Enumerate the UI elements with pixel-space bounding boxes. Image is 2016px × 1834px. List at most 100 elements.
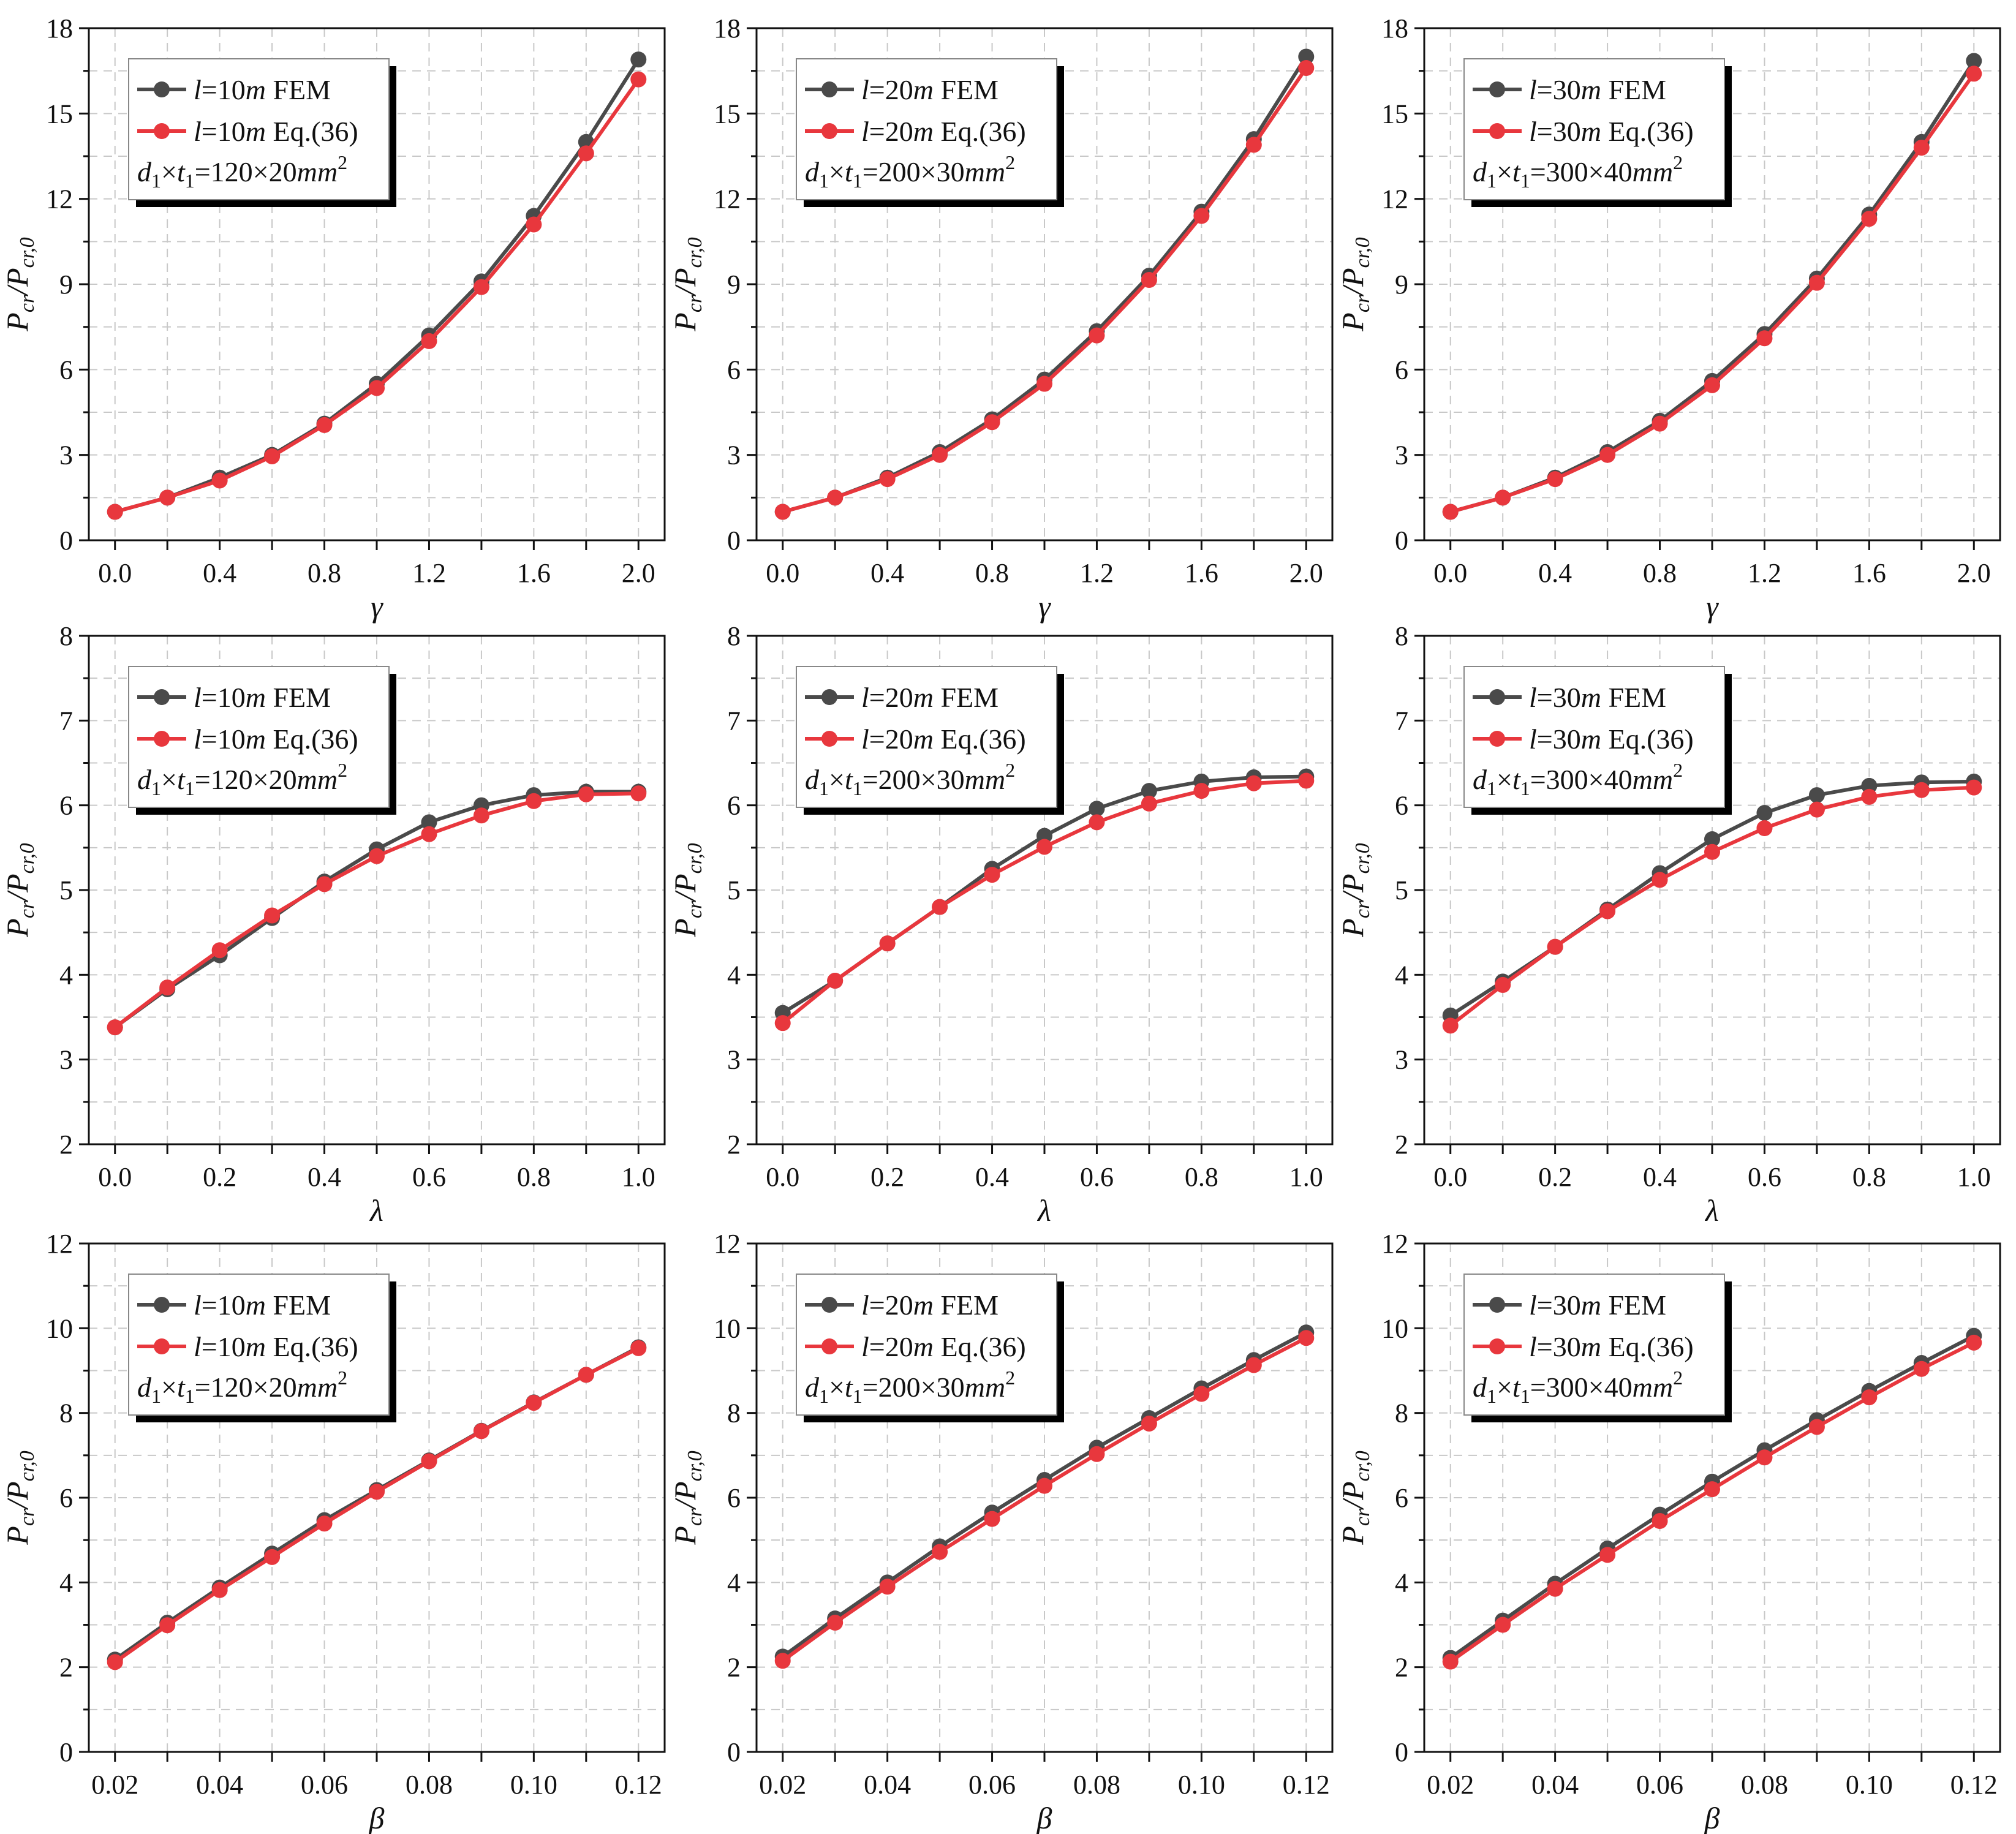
y-label-p: /P xyxy=(1335,268,1370,296)
dim-values: =120×20 xyxy=(195,764,297,795)
data-point xyxy=(1089,327,1105,344)
y-tick-label: 0 xyxy=(1395,526,1408,556)
dim-sub: 1 xyxy=(151,777,161,799)
data-point xyxy=(1652,1513,1668,1530)
data-point xyxy=(1245,1357,1262,1373)
y-tick-label: 8 xyxy=(59,621,73,651)
legend-l-symbol: l xyxy=(861,116,869,147)
data-point xyxy=(1442,1017,1459,1034)
x-tick-label: 0.8 xyxy=(1852,1162,1886,1192)
data-point xyxy=(1913,140,1930,156)
legend-dimensions: d1×t1=200×30mm2 xyxy=(805,151,1015,192)
dim-values: =200×30 xyxy=(863,1372,965,1403)
data-point xyxy=(774,504,791,520)
legend-space xyxy=(266,1331,273,1362)
data-point xyxy=(369,848,385,864)
legend-box xyxy=(796,58,1057,200)
y-tick-label: 3 xyxy=(727,440,741,470)
legend-swatch-marker xyxy=(154,123,170,139)
legend-swatch-marker xyxy=(154,81,170,97)
x-tick-label: 0.6 xyxy=(1080,1162,1114,1192)
x-tick-label: 2.0 xyxy=(622,558,655,588)
y-label-p: /P xyxy=(1335,874,1370,902)
y-label-sub: cr,0 xyxy=(1351,843,1374,874)
chart-panel-7: 0.02 0.04 0.06 0.08 0.10 0.12024681012βPcr/Pc… xyxy=(0,1229,666,1834)
data-point xyxy=(1966,53,1982,69)
legend-space xyxy=(934,116,941,147)
data-point xyxy=(932,1544,948,1560)
x-tick-label: 0.06 xyxy=(968,1770,1016,1800)
series-eq36 xyxy=(1442,1334,1982,1670)
legend-l-value: =10 xyxy=(202,1289,246,1321)
data-point xyxy=(264,1549,281,1565)
legend-entry-fem: l=10m FEM xyxy=(194,74,331,105)
dim-d: d xyxy=(137,156,152,187)
legend-l-symbol: l xyxy=(194,1289,202,1321)
dim-t: t xyxy=(1512,1372,1521,1403)
data-point xyxy=(879,935,896,952)
legend-l-unit: m xyxy=(246,1331,266,1362)
data-point xyxy=(421,333,437,349)
legend-series-name: Eq.(36) xyxy=(273,116,358,147)
x-tick-label: 0.12 xyxy=(615,1770,662,1800)
legend-space xyxy=(934,723,941,755)
legend-dimensions: d1×t1=120×20mm2 xyxy=(137,759,347,799)
data-point xyxy=(578,1367,594,1383)
data-point xyxy=(1913,1360,1930,1377)
data-point xyxy=(1442,504,1459,520)
data-point xyxy=(316,1515,333,1532)
data-point xyxy=(1193,783,1210,799)
x-axis-label: λ xyxy=(1036,1193,1051,1228)
data-point xyxy=(211,942,228,959)
x-tick-label: 0.0 xyxy=(98,1162,132,1192)
y-tick-label: 3 xyxy=(1395,440,1408,470)
dim-t: t xyxy=(845,156,853,187)
legend-l-unit: m xyxy=(1581,723,1601,755)
dim-d: d xyxy=(1473,1372,1487,1403)
data-point xyxy=(1495,489,1511,506)
legend-swatch-marker xyxy=(154,1338,170,1354)
x-tick-label: 0.12 xyxy=(1283,1770,1330,1800)
legend-entry-eq: l=20m Eq.(36) xyxy=(861,723,1026,755)
legend-l-unit: m xyxy=(1581,74,1601,105)
y-tick-label: 5 xyxy=(1395,875,1408,905)
dim-unit: mm xyxy=(297,1372,338,1403)
y-tick-label: 8 xyxy=(59,1398,73,1428)
legend-l-value: =30 xyxy=(1537,682,1581,713)
x-tick-label: 0.0 xyxy=(766,1162,799,1192)
data-point xyxy=(1089,1446,1105,1462)
chart-panel-4: 0.0 0.2 0.4 0.6 0.8 1.02345678λPcr/Pcr,0l=10m… xyxy=(0,621,666,1228)
dim-sub: 1 xyxy=(819,777,829,799)
y-tick-label: 8 xyxy=(1395,1398,1408,1428)
y-tick-label: 10 xyxy=(714,1313,741,1343)
data-point xyxy=(1704,1481,1720,1498)
data-point xyxy=(107,1019,123,1036)
data-point xyxy=(421,826,437,842)
x-axis-label: γ xyxy=(371,589,383,624)
gridlines xyxy=(1424,28,2000,540)
legend-swatch-marker xyxy=(1489,731,1505,747)
legend-l-value: =30 xyxy=(1537,116,1581,147)
y-tick-label: 12 xyxy=(1381,1229,1408,1259)
x-axis-label: β xyxy=(1704,1801,1720,1834)
dim-exponent: 2 xyxy=(1673,759,1683,781)
x-tick-label: 0.8 xyxy=(308,558,341,588)
dim-sub: 1 xyxy=(1487,1385,1497,1407)
y-label-p: P xyxy=(668,1526,702,1545)
data-point xyxy=(369,380,385,396)
legend-series-name: FEM xyxy=(273,74,331,105)
legend-entry-eq: l=10m Eq.(36) xyxy=(194,723,358,755)
x-tick-label: 0.4 xyxy=(308,1162,341,1192)
x-tick-label: 1.0 xyxy=(622,1162,655,1192)
dim-times: × xyxy=(1497,156,1512,187)
data-point xyxy=(1245,137,1262,153)
legend-swatch-marker xyxy=(821,1338,837,1354)
legend-l-symbol: l xyxy=(861,682,869,713)
legend-swatch-marker xyxy=(1489,1338,1505,1354)
data-point xyxy=(630,71,647,88)
x-tick-label: 0.06 xyxy=(301,1770,348,1800)
legend-series-name: FEM xyxy=(1608,1289,1666,1321)
y-tick-label: 12 xyxy=(46,184,73,214)
y-label-p: /P xyxy=(668,268,702,296)
